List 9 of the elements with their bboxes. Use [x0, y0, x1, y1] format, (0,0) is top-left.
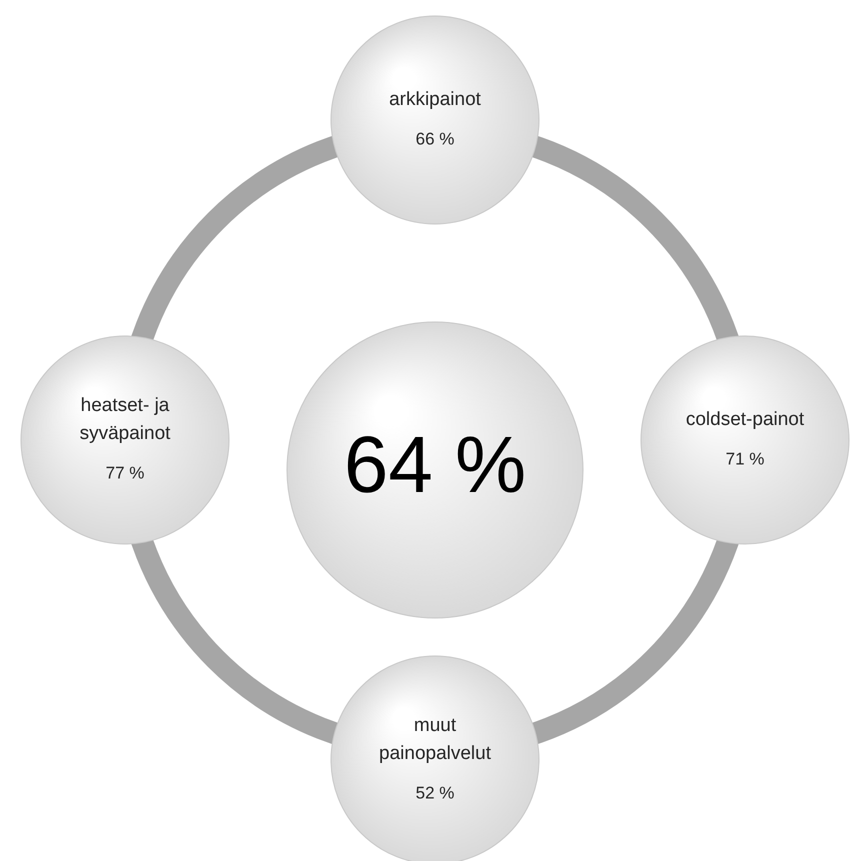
data-label: 52 %: [416, 784, 454, 803]
data-label: 66 %: [416, 130, 454, 149]
category-label: heatset- ja syväpainot: [80, 395, 172, 444]
data-label: 77 %: [106, 464, 144, 483]
text: 64 %: [344, 420, 526, 510]
category-label: arkkipainot: [389, 89, 482, 110]
category-label: muut painopalvelut: [379, 715, 492, 764]
category-label: coldset-painot: [686, 409, 805, 430]
data-label: 71 %: [726, 450, 764, 469]
